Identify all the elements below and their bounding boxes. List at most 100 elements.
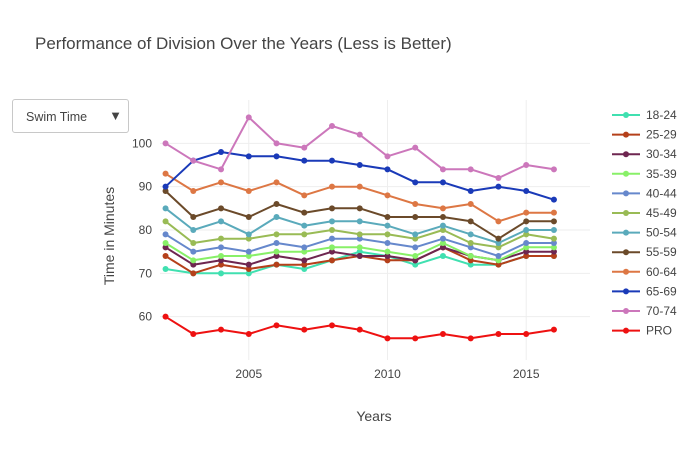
- data-point[interactable]: [467, 240, 474, 246]
- data-point[interactable]: [218, 149, 225, 155]
- data-point[interactable]: [329, 235, 335, 242]
- data-point[interactable]: [495, 183, 502, 190]
- data-point[interactable]: [439, 205, 446, 212]
- data-point[interactable]: [301, 231, 308, 238]
- data-point[interactable]: [412, 214, 419, 220]
- data-point[interactable]: [550, 227, 557, 233]
- data-point[interactable]: [162, 253, 169, 259]
- data-point[interactable]: [329, 218, 335, 225]
- legend-item-PRO[interactable]: PRO: [612, 324, 672, 338]
- legend-item-35-39[interactable]: 35-39: [612, 167, 677, 181]
- data-point[interactable]: [412, 144, 419, 151]
- data-point[interactable]: [439, 214, 446, 220]
- data-point[interactable]: [245, 214, 252, 220]
- data-point[interactable]: [439, 253, 446, 259]
- data-point[interactable]: [245, 253, 252, 259]
- legend-item-60-64[interactable]: 60-64: [612, 265, 677, 279]
- data-point[interactable]: [245, 114, 252, 121]
- data-point[interactable]: [190, 270, 197, 277]
- data-point[interactable]: [523, 240, 530, 246]
- data-point[interactable]: [439, 222, 446, 229]
- data-point[interactable]: [384, 240, 391, 246]
- data-point[interactable]: [301, 248, 308, 255]
- data-point[interactable]: [412, 261, 419, 268]
- data-point[interactable]: [356, 162, 363, 168]
- data-point[interactable]: [190, 240, 197, 246]
- data-point[interactable]: [412, 335, 419, 342]
- data-point[interactable]: [412, 179, 419, 186]
- data-point[interactable]: [301, 222, 308, 229]
- data-point[interactable]: [329, 244, 335, 251]
- legend-item-70-74[interactable]: 70-74: [612, 304, 677, 318]
- data-point[interactable]: [550, 209, 557, 216]
- data-point[interactable]: [523, 188, 530, 194]
- data-point[interactable]: [273, 253, 280, 259]
- data-point[interactable]: [356, 248, 363, 255]
- data-point[interactable]: [329, 248, 335, 255]
- data-point[interactable]: [550, 240, 557, 246]
- data-point[interactable]: [467, 218, 474, 225]
- data-point[interactable]: [218, 235, 225, 242]
- data-point[interactable]: [329, 227, 335, 233]
- data-point[interactable]: [439, 244, 446, 251]
- data-point[interactable]: [273, 261, 280, 268]
- data-point[interactable]: [329, 157, 335, 164]
- data-point[interactable]: [495, 257, 502, 264]
- data-point[interactable]: [412, 201, 419, 207]
- data-point[interactable]: [162, 266, 169, 272]
- metric-dropdown[interactable]: Swim Time ▼: [12, 99, 129, 133]
- data-point[interactable]: [550, 218, 557, 225]
- data-point[interactable]: [301, 157, 308, 164]
- data-point[interactable]: [190, 214, 197, 220]
- data-point[interactable]: [467, 201, 474, 207]
- data-point[interactable]: [218, 166, 225, 173]
- legend-item-50-54[interactable]: 50-54: [612, 226, 677, 240]
- data-point[interactable]: [439, 179, 446, 186]
- data-point[interactable]: [356, 218, 363, 225]
- data-point[interactable]: [495, 261, 502, 268]
- data-point[interactable]: [384, 231, 391, 238]
- data-point[interactable]: [190, 261, 197, 268]
- data-point[interactable]: [550, 196, 557, 203]
- data-point[interactable]: [550, 235, 557, 242]
- data-point[interactable]: [245, 266, 252, 272]
- data-point[interactable]: [384, 257, 391, 264]
- data-point[interactable]: [162, 240, 169, 246]
- data-point[interactable]: [162, 183, 169, 190]
- data-point[interactable]: [329, 183, 335, 190]
- data-point[interactable]: [439, 331, 446, 337]
- data-point[interactable]: [467, 257, 474, 264]
- data-point[interactable]: [245, 248, 252, 255]
- data-point[interactable]: [550, 253, 557, 259]
- data-point[interactable]: [439, 240, 446, 246]
- data-point[interactable]: [523, 244, 530, 251]
- data-point[interactable]: [523, 162, 530, 168]
- legend-item-55-59[interactable]: 55-59: [612, 245, 677, 259]
- data-point[interactable]: [356, 253, 363, 259]
- data-point[interactable]: [329, 205, 335, 212]
- data-point[interactable]: [301, 326, 308, 333]
- data-point[interactable]: [301, 261, 308, 268]
- data-point[interactable]: [550, 326, 557, 333]
- data-point[interactable]: [273, 231, 280, 238]
- data-point[interactable]: [190, 331, 197, 337]
- data-point[interactable]: [356, 183, 363, 190]
- legend-item-40-44[interactable]: 40-44: [612, 186, 677, 200]
- legend-item-25-29[interactable]: 25-29: [612, 128, 677, 142]
- data-point[interactable]: [495, 331, 502, 337]
- legend-item-18-24[interactable]: 18-24: [612, 108, 677, 122]
- data-point[interactable]: [495, 240, 502, 246]
- data-point[interactable]: [162, 244, 169, 251]
- data-point[interactable]: [467, 166, 474, 173]
- data-point[interactable]: [384, 253, 391, 259]
- legend-item-45-49[interactable]: 45-49: [612, 206, 677, 220]
- legend-item-30-34[interactable]: 30-34: [612, 147, 677, 161]
- data-point[interactable]: [245, 261, 252, 268]
- data-point[interactable]: [162, 170, 169, 177]
- data-point[interactable]: [329, 123, 335, 129]
- data-point[interactable]: [218, 244, 225, 251]
- data-point[interactable]: [301, 244, 308, 251]
- data-point[interactable]: [384, 153, 391, 160]
- data-point[interactable]: [384, 248, 391, 255]
- data-point[interactable]: [356, 205, 363, 212]
